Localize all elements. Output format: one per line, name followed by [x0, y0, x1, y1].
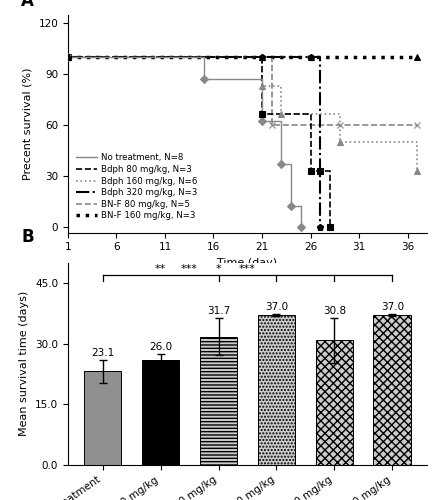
No treatment, N=8 — [289, 160, 294, 166]
Y-axis label: Mean survival time (days): Mean survival time (days) — [19, 291, 29, 436]
Text: 37.0: 37.0 — [381, 302, 404, 312]
Bdph 160 mg/kg, N=6 — [259, 54, 265, 60]
Bdph 320 mg/kg, N=3 — [308, 54, 313, 60]
Bdph 80 mg/kg, N=3 — [327, 224, 332, 230]
BN-F 80 mg/kg, N=5 — [415, 122, 420, 128]
Bar — [84, 372, 121, 465]
Bar — [374, 315, 411, 465]
No treatment, N=8 — [259, 76, 265, 82]
Bdph 320 mg/kg, N=3 — [308, 54, 313, 60]
Y-axis label: Precent survival (%): Precent survival (%) — [23, 68, 33, 180]
X-axis label: Time (day): Time (day) — [217, 258, 278, 268]
Line: Bdph 80 mg/kg, N=3: Bdph 80 mg/kg, N=3 — [68, 58, 330, 228]
Bdph 80 mg/kg, N=3 — [308, 168, 313, 174]
Bdph 320 mg/kg, N=3 — [65, 54, 71, 60]
Bdph 320 mg/kg, N=3 — [318, 54, 323, 60]
Text: 31.7: 31.7 — [207, 306, 230, 316]
Line: Bdph 160 mg/kg, N=6: Bdph 160 mg/kg, N=6 — [68, 58, 417, 171]
Line: Bdph 320 mg/kg, N=3: Bdph 320 mg/kg, N=3 — [68, 58, 320, 228]
Bdph 160 mg/kg, N=6 — [337, 140, 343, 145]
Bdph 320 mg/kg, N=3 — [318, 224, 323, 230]
Bdph 160 mg/kg, N=6 — [65, 54, 71, 60]
BN-F 160 mg/kg, N=3 — [308, 54, 313, 60]
Bar — [315, 340, 353, 465]
Bdph 320 mg/kg, N=3 — [259, 54, 265, 60]
Bar — [142, 360, 180, 465]
BN-F 80 mg/kg, N=5 — [337, 122, 343, 128]
Bdph 80 mg/kg, N=3 — [259, 54, 265, 60]
No treatment, N=8 — [279, 160, 284, 166]
Bdph 160 mg/kg, N=6 — [279, 111, 284, 117]
Text: 37.0: 37.0 — [265, 302, 288, 312]
Bdph 80 mg/kg, N=3 — [318, 168, 323, 174]
BN-F 80 mg/kg, N=5 — [65, 54, 71, 60]
BN-F 160 mg/kg, N=3 — [308, 54, 313, 60]
BN-F 80 mg/kg, N=5 — [415, 122, 420, 128]
BN-F 160 mg/kg, N=3 — [65, 54, 71, 60]
BN-F 80 mg/kg, N=5 — [269, 54, 274, 60]
Bdph 80 mg/kg, N=3 — [259, 111, 265, 117]
BN-F 80 mg/kg, N=5 — [269, 122, 274, 128]
Bdph 80 mg/kg, N=3 — [327, 168, 332, 174]
No treatment, N=8 — [279, 118, 284, 124]
Text: 26.0: 26.0 — [149, 342, 172, 351]
Bdph 80 mg/kg, N=3 — [318, 168, 323, 174]
Text: ***: *** — [181, 264, 198, 274]
Text: 30.8: 30.8 — [323, 306, 346, 316]
BN-F 80 mg/kg, N=5 — [337, 122, 343, 128]
Line: BN-F 80 mg/kg, N=5: BN-F 80 mg/kg, N=5 — [68, 58, 417, 126]
No treatment, N=8 — [298, 224, 304, 230]
Legend: No treatment, N=8, Bdph 80 mg/kg, N=3, Bdph 160 mg/kg, N=6, Bdph 320 mg/kg, N=3,: No treatment, N=8, Bdph 80 mg/kg, N=3, B… — [72, 150, 201, 224]
No treatment, N=8 — [201, 54, 206, 60]
Text: **: ** — [155, 264, 166, 274]
No treatment, N=8 — [289, 203, 294, 209]
BN-F 160 mg/kg, N=3 — [259, 54, 265, 60]
Bar — [258, 315, 295, 465]
Bdph 160 mg/kg, N=6 — [415, 168, 420, 174]
Text: 23.1: 23.1 — [91, 348, 114, 358]
BN-F 160 mg/kg, N=3 — [415, 54, 420, 60]
Text: ***: *** — [239, 264, 256, 274]
Line: No treatment, N=8: No treatment, N=8 — [68, 58, 301, 228]
Bdph 160 mg/kg, N=6 — [415, 140, 420, 145]
BN-F 160 mg/kg, N=3 — [415, 54, 420, 60]
Bdph 160 mg/kg, N=6 — [259, 83, 265, 89]
No treatment, N=8 — [201, 76, 206, 82]
No treatment, N=8 — [65, 54, 71, 60]
No treatment, N=8 — [259, 118, 265, 124]
Bdph 80 mg/kg, N=3 — [308, 111, 313, 117]
Text: A: A — [21, 0, 34, 10]
BN-F 160 mg/kg, N=3 — [259, 54, 265, 60]
No treatment, N=8 — [298, 203, 304, 209]
Bdph 320 mg/kg, N=3 — [259, 54, 265, 60]
Text: *: * — [215, 264, 221, 274]
Bar — [200, 336, 237, 465]
Bdph 80 mg/kg, N=3 — [65, 54, 71, 60]
Bdph 160 mg/kg, N=6 — [279, 83, 284, 89]
Bdph 160 mg/kg, N=6 — [337, 111, 343, 117]
Text: B: B — [21, 228, 34, 246]
